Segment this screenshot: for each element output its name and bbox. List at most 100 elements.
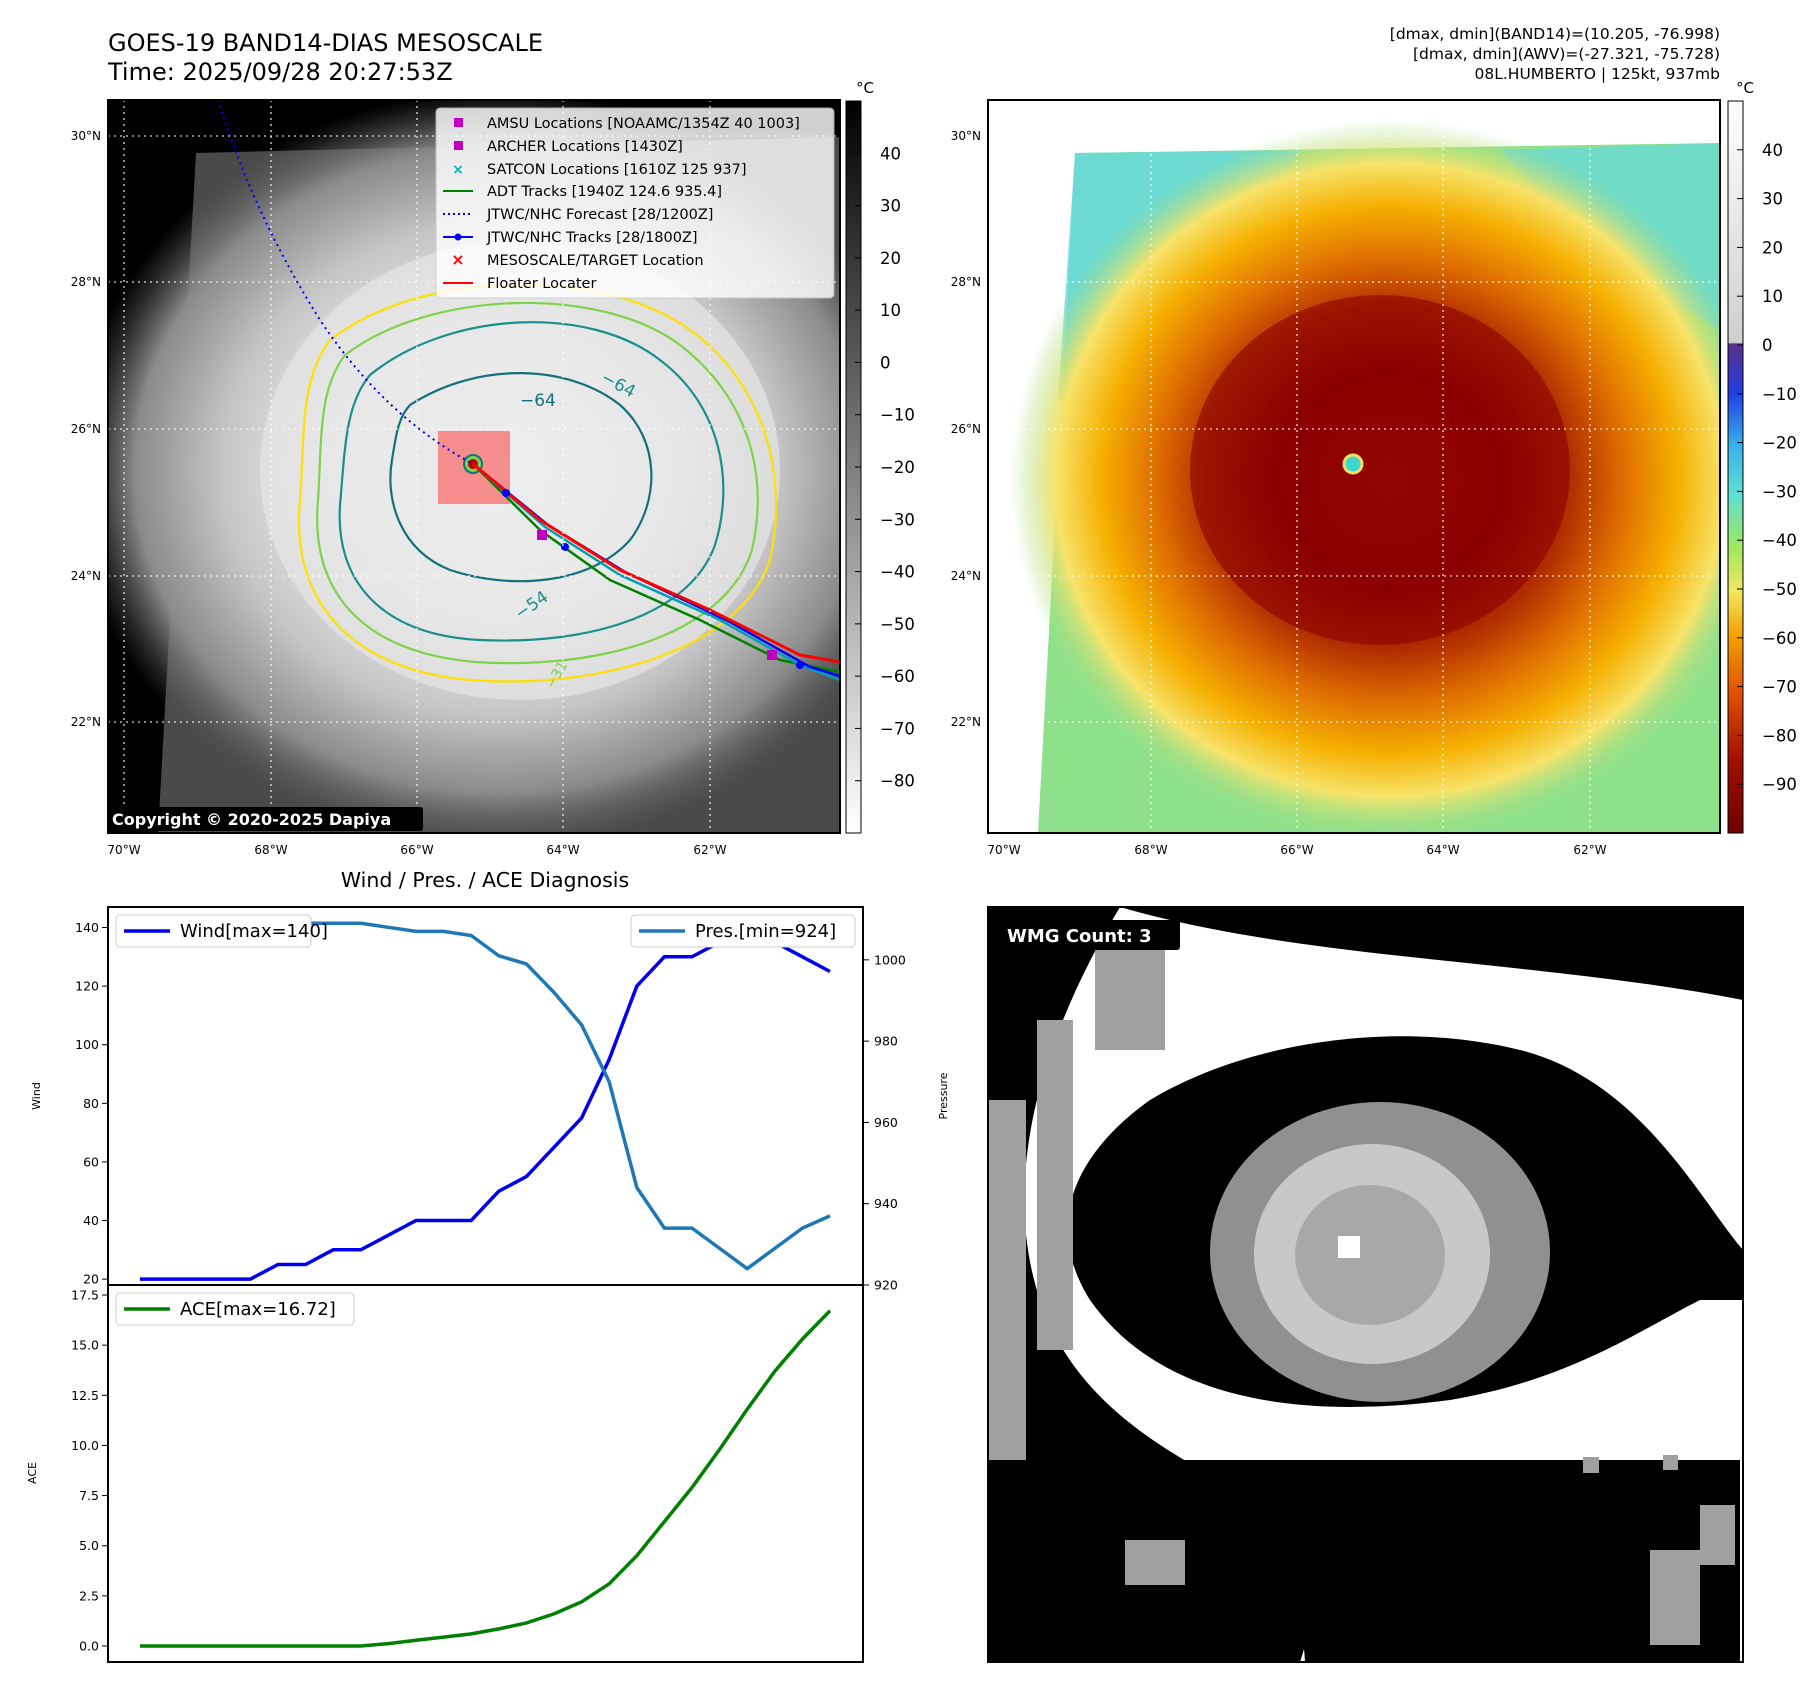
x-tick-label: 70°W xyxy=(107,843,140,857)
wmg-gray-band xyxy=(988,1100,1026,1460)
color-colorbar: °C 40 30 20 10 0 −10 −20 −30 −40 −50 −60 −70 −80 −90 xyxy=(1727,79,1797,834)
wmg-gray-band xyxy=(1037,1020,1073,1350)
wmg-gray-patch xyxy=(1650,1550,1700,1645)
pressure-tick-label: 940 xyxy=(874,1196,898,1211)
diagnosis-panel: Wind / Pres. / ACE Diagnosis Wind Pressu… xyxy=(26,868,950,1663)
wmg-eye-center xyxy=(1338,1236,1360,1258)
colorbar-tick-label: −50 xyxy=(880,615,915,634)
colorbar-unit: °C xyxy=(856,79,874,97)
contour-teal xyxy=(338,321,725,642)
y-tick-label: 30°N xyxy=(951,129,981,143)
wmg-label-box xyxy=(994,920,1180,950)
colorbar-tick-label: −20 xyxy=(880,458,915,477)
wind-tick-label: 80 xyxy=(83,1096,99,1111)
ace-axes xyxy=(107,1284,864,1663)
legend-target-x-icon: × xyxy=(451,250,464,269)
colorbar-tick-label: 30 xyxy=(1762,190,1783,209)
contour-green xyxy=(316,301,759,665)
track-point xyxy=(561,543,569,551)
ace-axis-label: ACE xyxy=(26,1462,39,1484)
x-tick-label: 70°W xyxy=(987,843,1020,857)
y-tick-label: 24°N xyxy=(71,569,101,583)
wind-legend-label: Wind[max=140] xyxy=(180,921,328,942)
track-point xyxy=(502,489,510,497)
colorbar-tick-label: 10 xyxy=(880,301,901,320)
band14-grayscale-map: −64 −64 −54 −31 xyxy=(71,99,841,857)
colorbar-tick-label: −70 xyxy=(1762,678,1797,697)
legend-box xyxy=(115,914,312,948)
wmg-gray-patch xyxy=(1700,1505,1735,1565)
pressure-legend: Pres.[min=924] xyxy=(630,914,856,948)
wind-tick-label: 120 xyxy=(75,979,99,994)
copyright-text: Copyright © 2020-2025 Dapiya xyxy=(112,810,391,829)
x-tick-label: 62°W xyxy=(1573,843,1606,857)
colorbar-tick-label: 40 xyxy=(880,144,901,163)
legend-label: Floater Locater xyxy=(487,276,596,292)
colorbar-tick-label: −70 xyxy=(880,719,915,738)
pressure-tick-label: 980 xyxy=(874,1034,898,1049)
ace-legend: ACE[max=16.72] xyxy=(115,1292,355,1326)
satcon-track xyxy=(472,463,840,682)
colorbar-tick-label: −60 xyxy=(880,667,915,686)
colorbar-tick-label: 20 xyxy=(880,249,901,268)
legend-box xyxy=(435,107,835,299)
ace-tick-label: 0.0 xyxy=(79,1638,99,1653)
legend-label: ADT Tracks [1940Z 124.6 935.4] xyxy=(487,184,722,200)
color-colorbar-ticks: 40 30 20 10 0 −10 −20 −30 −40 −50 −60 −70 −80 −90 xyxy=(1737,141,1797,794)
colorbar-tick-label: 20 xyxy=(1762,238,1783,257)
color-colorbar-ramp xyxy=(1727,100,1744,834)
pressure-tick-label: 920 xyxy=(874,1278,898,1293)
ace-series-line xyxy=(140,1309,832,1648)
gray-colorbar-ticks: 40 30 20 10 0 −10 −20 −30 −40 −50 −60 −70 −80 xyxy=(855,144,915,791)
wmg-gray-patch xyxy=(1583,1457,1599,1473)
forecast-track xyxy=(217,100,474,465)
colorbar-tick-label: 0 xyxy=(1762,336,1773,355)
ace-tick-label: 7.5 xyxy=(79,1488,99,1503)
contour-dark-teal xyxy=(389,372,653,583)
colorbar-tick-label: −80 xyxy=(880,772,915,791)
diagnosis-title: Wind / Pres. / ACE Diagnosis xyxy=(341,868,629,892)
x-tick-label: 66°W xyxy=(1280,843,1313,857)
archer-marker xyxy=(537,530,547,540)
colorbar-tick-label: −90 xyxy=(1762,775,1797,794)
wmg-dark-region xyxy=(988,1460,1740,1662)
colorbar-tick-label: −60 xyxy=(1762,629,1797,648)
ace-y-ticks: 0.0 2.5 5.0 7.5 10.0 12.5 15.0 17.5 xyxy=(71,1288,108,1653)
figure-header: GOES-19 BAND14-DIAS MESOSCALE Time: 2025… xyxy=(107,25,1720,86)
wind-tick-label: 60 xyxy=(83,1154,99,1169)
band14-color-map: 70°W 68°W 66°W 64°W 62°W 30°N 28°N 26°N … xyxy=(951,99,1721,857)
map1-x-ticks: 70°W 68°W 66°W 64°W 62°W xyxy=(107,843,726,857)
map-frame xyxy=(987,99,1721,834)
wmg-frame xyxy=(987,906,1744,1663)
ace-tick-label: 5.0 xyxy=(79,1538,99,1553)
legend-amsu-square-icon xyxy=(454,118,463,127)
copyright-box xyxy=(108,807,423,831)
pressure-series-line xyxy=(140,917,831,1271)
y-tick-label: 28°N xyxy=(951,275,981,289)
x-tick-label: 66°W xyxy=(400,843,433,857)
colorbar-tick-label: 40 xyxy=(1762,141,1783,160)
y-tick-label: 26°N xyxy=(71,422,101,436)
map-gridlines xyxy=(988,100,1720,833)
map-legend: AMSU Locations [NOAAMC/1354Z 40 1003] AR… xyxy=(435,107,835,299)
wind-y-ticks: 20 40 60 80 100 120 140 xyxy=(75,920,108,1287)
legend-label: MESOSCALE/TARGET Location xyxy=(487,253,704,269)
ace-tick-label: 2.5 xyxy=(79,1588,99,1603)
floater-track xyxy=(472,462,840,664)
x-tick-label: 64°W xyxy=(546,843,579,857)
legend-label: JTWC/NHC Forecast [28/1200Z] xyxy=(486,207,713,223)
legend-label: JTWC/NHC Tracks [28/1800Z] xyxy=(486,230,698,246)
colorbar-tick-label: 30 xyxy=(880,197,901,216)
legend-label: AMSU Locations [NOAAMC/1354Z 40 1003] xyxy=(487,116,800,132)
info-line-awv: [dmax, dmin](AWV)=(-27.321, -75.728) xyxy=(1413,45,1720,63)
colorbar-tick-label: −10 xyxy=(880,406,915,425)
gray-colorbar: °C 40 30 20 10 0 −10 −20 −30 −40 −50 −60 −70 −80 xyxy=(845,79,915,834)
pressure-tick-label: 1000 xyxy=(874,952,906,967)
map2-x-ticks: 70°W 68°W 66°W 64°W 62°W xyxy=(987,843,1606,857)
colorbar-tick-label: −80 xyxy=(1762,726,1797,745)
x-tick-label: 68°W xyxy=(1134,843,1167,857)
colorbar-tick-label: 10 xyxy=(1762,287,1783,306)
wind-legend: Wind[max=140] xyxy=(115,914,328,948)
colorbar-tick-label: 0 xyxy=(880,353,891,372)
